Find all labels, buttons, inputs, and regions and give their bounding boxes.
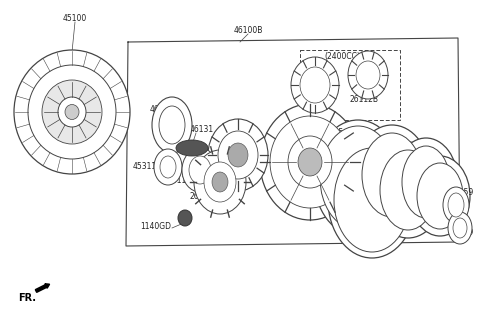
Ellipse shape — [334, 148, 410, 252]
Ellipse shape — [178, 210, 192, 226]
Ellipse shape — [28, 65, 116, 159]
Text: 46131: 46131 — [190, 125, 214, 134]
Ellipse shape — [320, 126, 396, 230]
FancyArrow shape — [36, 284, 49, 292]
Ellipse shape — [417, 163, 463, 229]
Ellipse shape — [448, 212, 472, 244]
Ellipse shape — [65, 105, 79, 120]
Ellipse shape — [356, 61, 380, 89]
Ellipse shape — [189, 156, 211, 184]
Text: 45644: 45644 — [388, 172, 412, 181]
Ellipse shape — [380, 150, 436, 230]
Ellipse shape — [212, 172, 228, 192]
Text: 45651B: 45651B — [432, 208, 461, 217]
Ellipse shape — [194, 150, 246, 214]
Ellipse shape — [348, 51, 388, 99]
Text: 45577A: 45577A — [418, 196, 448, 205]
Ellipse shape — [159, 106, 185, 144]
Ellipse shape — [394, 138, 458, 226]
Ellipse shape — [448, 193, 464, 217]
Ellipse shape — [42, 80, 102, 144]
Ellipse shape — [372, 142, 444, 238]
Text: 45247A: 45247A — [220, 128, 250, 137]
Ellipse shape — [402, 146, 450, 218]
Text: 46155: 46155 — [320, 128, 344, 137]
Text: 45643C: 45643C — [340, 218, 370, 227]
Text: 26112B: 26112B — [190, 192, 219, 201]
Ellipse shape — [410, 156, 470, 236]
Text: 45100: 45100 — [63, 14, 87, 23]
Ellipse shape — [58, 97, 86, 127]
Text: 26112B: 26112B — [350, 95, 379, 104]
Text: 1140GD: 1140GD — [140, 222, 171, 231]
Ellipse shape — [314, 120, 402, 236]
Ellipse shape — [362, 133, 422, 217]
Ellipse shape — [176, 140, 208, 156]
Text: 45311B: 45311B — [133, 162, 162, 171]
Text: (2400CC): (2400CC) — [324, 52, 360, 61]
Ellipse shape — [228, 143, 248, 167]
Text: 46111A: 46111A — [168, 176, 197, 185]
Ellipse shape — [328, 142, 416, 258]
Text: FR.: FR. — [18, 293, 36, 303]
Ellipse shape — [208, 119, 268, 191]
Ellipse shape — [152, 97, 192, 153]
Ellipse shape — [300, 67, 330, 103]
Text: 46159: 46159 — [450, 188, 474, 197]
Ellipse shape — [14, 50, 130, 174]
Text: 45527A: 45527A — [348, 234, 377, 243]
Ellipse shape — [291, 57, 339, 113]
Text: 46159: 46159 — [450, 228, 474, 237]
Text: 45681: 45681 — [400, 186, 424, 195]
Ellipse shape — [354, 125, 430, 225]
Ellipse shape — [288, 136, 332, 188]
Ellipse shape — [218, 131, 258, 179]
Ellipse shape — [260, 104, 360, 220]
Ellipse shape — [443, 187, 469, 223]
Ellipse shape — [204, 162, 236, 202]
Text: 46100B: 46100B — [233, 26, 263, 35]
Ellipse shape — [182, 148, 218, 192]
Ellipse shape — [298, 148, 322, 176]
Ellipse shape — [270, 116, 350, 208]
Text: 45247A: 45247A — [300, 88, 329, 97]
Text: 46158: 46158 — [150, 105, 174, 114]
Ellipse shape — [453, 218, 467, 238]
Ellipse shape — [154, 149, 182, 185]
Ellipse shape — [160, 156, 176, 178]
